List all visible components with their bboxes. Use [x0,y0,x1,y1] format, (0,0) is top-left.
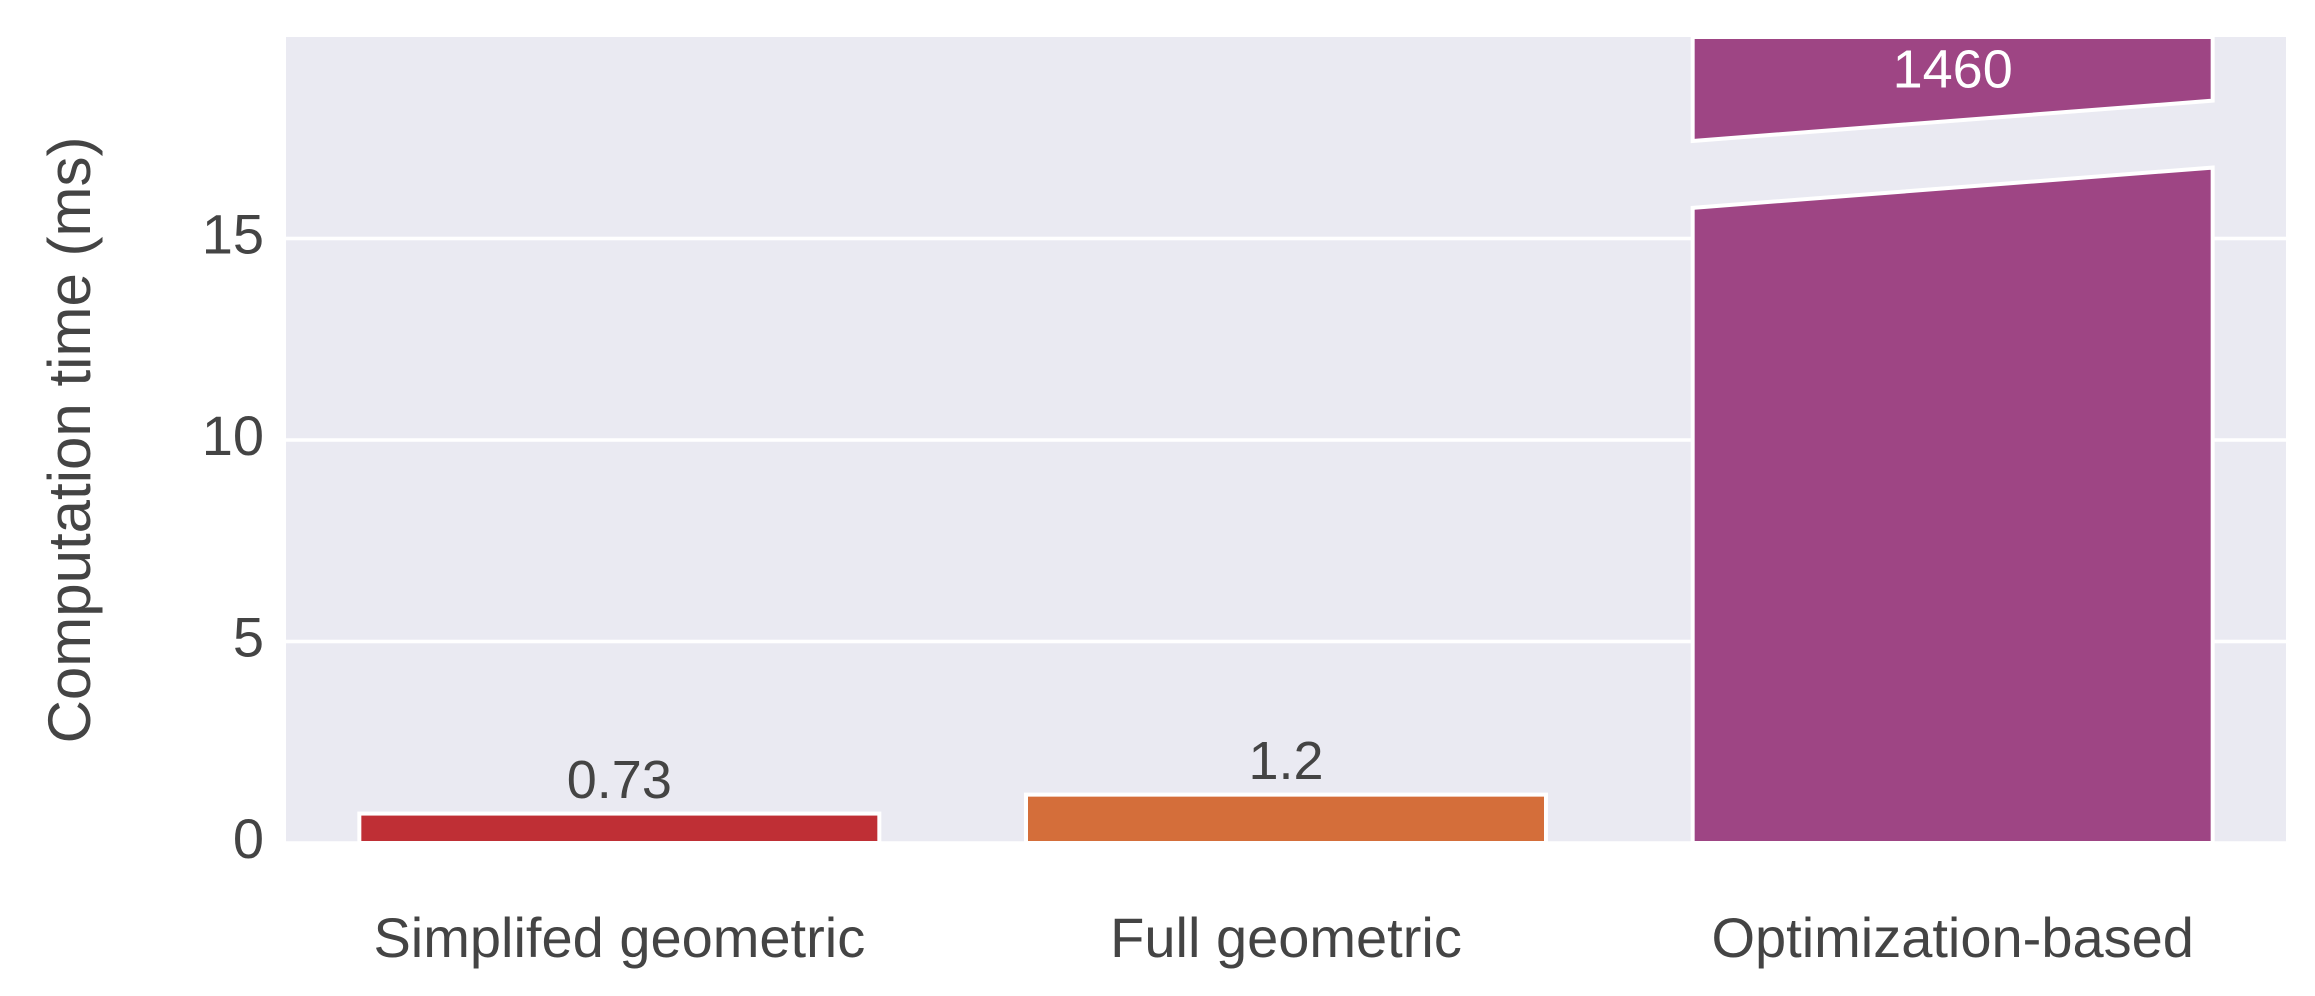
value-label: 1460 [1893,40,2013,100]
y-axis-label: Computation time (ms) [36,137,103,744]
bar [1024,792,1548,846]
bar [357,811,882,845]
x-tick-label: Full geometric [1110,906,1462,969]
bar-segment [1690,35,2215,144]
y-tick-label: 0 [233,807,264,870]
value-label: 1.2 [1248,731,1323,791]
value-label: 0.73 [567,750,672,810]
y-tick-label: 15 [202,202,264,265]
bar-segment [1690,165,2215,845]
x-tick-label: Optimization-based [1711,906,2193,969]
x-tick-label: Simplifed geometric [373,906,865,969]
bar [1690,35,2215,845]
y-tick-label: 10 [202,404,264,467]
y-tick-label: 5 [233,605,264,668]
